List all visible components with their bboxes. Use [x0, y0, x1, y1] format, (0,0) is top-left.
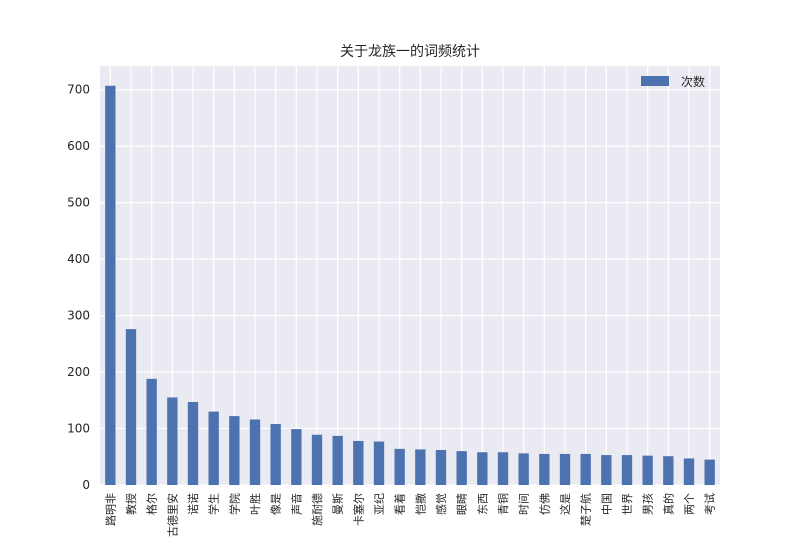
- x-tick-label: 两个: [683, 493, 696, 515]
- bar-24: [580, 453, 591, 485]
- x-tick-label: 恺撒: [413, 493, 427, 515]
- bar-1: [105, 85, 116, 485]
- bar-14: [373, 441, 385, 485]
- bar-12: [332, 435, 343, 485]
- bar-26: [621, 455, 633, 485]
- x-tick-label: 楚子航: [579, 493, 593, 526]
- x-tick-label: 路明非: [104, 493, 117, 526]
- x-tick-label: 亚纪: [373, 493, 386, 515]
- x-tick-label: 学生: [207, 493, 221, 515]
- x-tick-label: 这是: [558, 493, 572, 515]
- bar-9: [270, 424, 281, 485]
- x-tick-label: 古德里安: [165, 493, 179, 537]
- x-tick-label: 青铜: [496, 493, 510, 515]
- x-tick-label: 看着: [393, 493, 407, 515]
- bar-17: [435, 449, 447, 485]
- x-tick-label: 东西: [476, 493, 489, 515]
- bar-18: [456, 451, 467, 485]
- x-tick-label: 卡塞尔: [351, 493, 365, 526]
- bar-7: [229, 416, 240, 485]
- x-tick-label: 教授: [124, 493, 138, 515]
- bar-4: [167, 397, 178, 485]
- y-tick-label: 0: [82, 478, 90, 492]
- x-tick-label: 叶胜: [248, 493, 262, 515]
- bar-25: [601, 455, 612, 485]
- bars: [105, 85, 715, 485]
- x-axis-ticks: 路明非 教授 格尔 古德里安 诺诺 学生 学院 叶胜 像是 声音 施耐德 曼斯 卡塞尔 亚纪 看着 恺撒 感觉眼…: [104, 493, 716, 537]
- bar-2: [125, 329, 137, 485]
- bar-30: [704, 459, 715, 485]
- bar-27: [642, 455, 653, 485]
- bar-6: [208, 411, 219, 485]
- bar-8: [249, 419, 261, 485]
- x-tick-label: 曼斯: [332, 493, 345, 515]
- bar-15: [394, 448, 405, 485]
- y-tick-label: 700: [67, 83, 90, 97]
- x-tick-label: 格尔: [145, 493, 159, 515]
- bar-20: [497, 452, 509, 485]
- x-tick-label: 声音: [289, 493, 303, 515]
- y-tick-label: 200: [67, 365, 90, 379]
- y-axis-ticks: 0 100 200 300 400 500 600 700: [67, 83, 90, 492]
- y-tick-label: 600: [67, 139, 90, 153]
- legend-label: 次数: [681, 74, 705, 89]
- plot-background: [100, 66, 720, 485]
- bar-23: [559, 453, 571, 485]
- x-tick-label: 眼睛: [456, 493, 469, 515]
- bar-19: [477, 452, 488, 485]
- x-tick-label: 真的: [661, 493, 675, 515]
- y-tick-label: 400: [67, 252, 90, 266]
- x-tick-label: 像是: [270, 493, 283, 515]
- x-tick-label: 诺诺: [187, 493, 200, 515]
- y-tick-label: 300: [67, 309, 90, 323]
- bar-3: [146, 378, 157, 485]
- x-tick-label: 考试: [704, 493, 717, 515]
- legend-swatch: [641, 76, 669, 86]
- bar-11: [311, 434, 323, 485]
- y-tick-label: 100: [67, 422, 90, 436]
- x-tick-label: 时间: [518, 493, 531, 515]
- legend: 次数: [641, 74, 705, 89]
- x-tick-label: 仿佛: [538, 493, 551, 515]
- x-tick-label: 男孩: [642, 493, 655, 515]
- x-tick-label: 世界: [621, 493, 634, 515]
- x-tick-label: 施耐德: [310, 493, 324, 526]
- y-tick-label: 500: [67, 196, 90, 210]
- chart-title: 关于龙族一的词频统计: [340, 44, 480, 60]
- bar-5: [187, 401, 199, 485]
- bar-22: [539, 453, 550, 485]
- bar-21: [518, 453, 529, 485]
- bar-16: [415, 449, 426, 485]
- bar-13: [353, 440, 364, 485]
- bar-29: [683, 458, 695, 485]
- bar-28: [663, 456, 674, 485]
- x-tick-label: 中国: [600, 493, 613, 515]
- x-tick-label: 学院: [227, 493, 241, 515]
- x-tick-label: 感觉: [435, 493, 448, 515]
- bar-10: [291, 429, 302, 485]
